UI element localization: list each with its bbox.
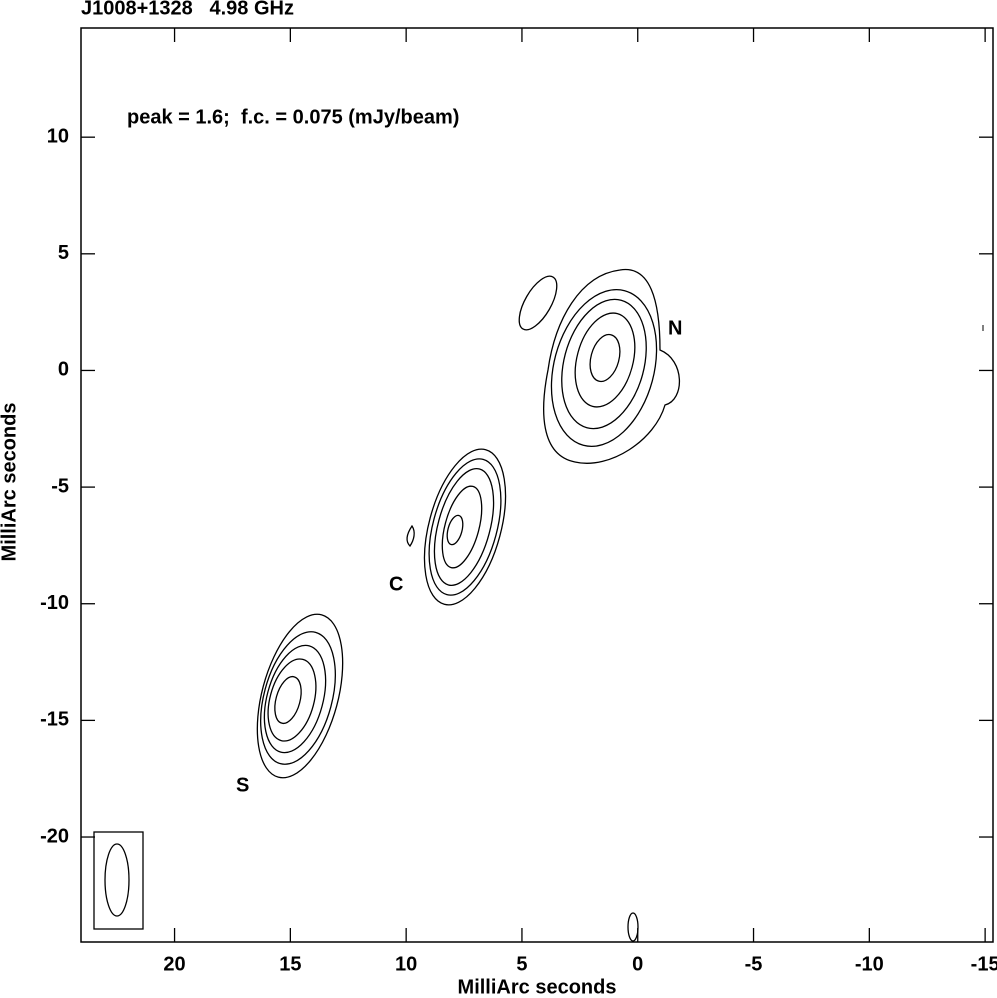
x-axis-label: MilliArc seconds (458, 976, 617, 998)
contour (260, 631, 336, 765)
y-tick-label: -20 (40, 825, 69, 847)
y-tick-label: -15 (40, 709, 69, 731)
contour (423, 448, 507, 606)
y-tick-label: 10 (47, 125, 69, 147)
x-tick-label: 0 (632, 953, 643, 975)
chart-title: J1008+1328 4.98 GHz (81, 0, 294, 19)
contour (543, 268, 681, 464)
y-axis-label: MilliArc seconds (0, 403, 20, 562)
contour (256, 613, 344, 779)
contour (433, 468, 495, 586)
x-tick-label: -15 (971, 953, 997, 975)
contour (550, 288, 658, 448)
contour (274, 675, 302, 725)
contour (263, 644, 327, 754)
y-tick-label: -10 (40, 592, 69, 614)
x-tick-label: -5 (745, 953, 763, 975)
contour (428, 458, 502, 596)
contour (446, 514, 464, 546)
beam-box (93, 831, 144, 930)
x-tick-label: 20 (163, 953, 185, 975)
annotation: N (668, 317, 682, 339)
contour (267, 658, 317, 742)
contour (627, 912, 639, 942)
plot-frame (80, 27, 994, 943)
x-tick-label: -10 (855, 953, 884, 975)
x-tick-label: 15 (279, 953, 301, 975)
annotation: peak = 1.6; f.c. = 0.075 (mJy/beam) (127, 106, 459, 128)
y-tick-label: 0 (58, 359, 69, 381)
x-tick-label: 10 (395, 953, 417, 975)
contour (406, 524, 415, 548)
contour (574, 312, 636, 408)
annotation: C (389, 573, 403, 595)
y-tick-label: -5 (51, 475, 69, 497)
contour (518, 275, 558, 331)
y-tick-label: 5 (58, 242, 69, 264)
contour (561, 298, 647, 430)
beam (104, 843, 130, 917)
contours (93, 268, 984, 942)
contour (589, 333, 621, 383)
annotation: S (236, 774, 249, 796)
contour (441, 485, 483, 569)
x-tick-label: 5 (516, 953, 527, 975)
